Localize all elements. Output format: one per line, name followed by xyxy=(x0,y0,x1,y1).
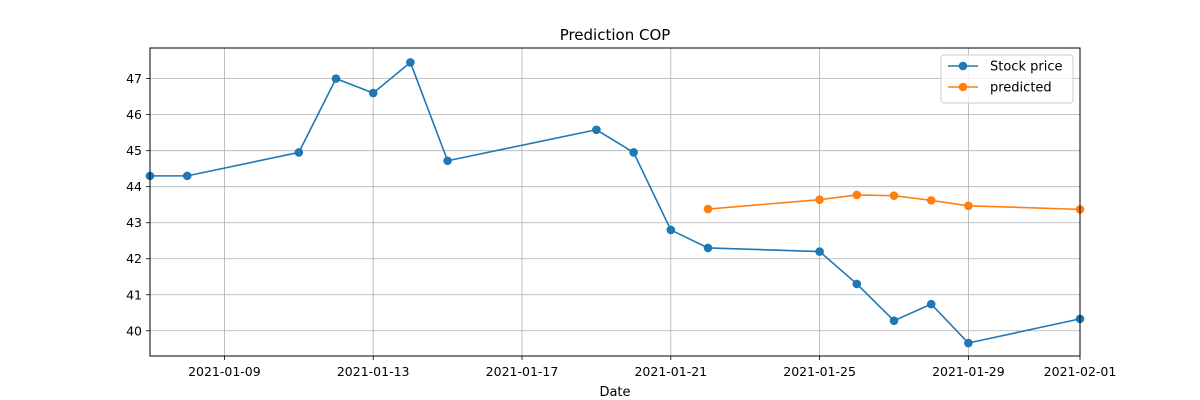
y-tick-label: 47 xyxy=(126,71,142,86)
data-point xyxy=(703,204,713,214)
y-tick-label: 40 xyxy=(126,323,142,338)
y-axis-ticks: 40 41 42 43 44 45 46 47 xyxy=(126,71,150,338)
x-tick-label: 2021-01-29 xyxy=(932,364,1005,379)
data-point xyxy=(852,279,862,289)
data-point xyxy=(294,148,304,157)
y-tick-label: 41 xyxy=(126,287,142,302)
y-tick-label: 44 xyxy=(126,179,142,194)
data-point xyxy=(629,148,638,157)
data-point xyxy=(852,190,862,200)
data-point xyxy=(815,195,824,204)
data-point xyxy=(406,58,415,67)
y-tick-label: 46 xyxy=(126,107,142,122)
data-point xyxy=(964,201,973,211)
x-axis-label: Date xyxy=(599,385,630,400)
legend-entry-label: predicted xyxy=(990,81,1052,96)
x-tick-label: 2021-01-17 xyxy=(486,364,559,379)
y-tick-label: 45 xyxy=(126,143,142,158)
x-tick-label: 2021-02-01 xyxy=(1044,364,1117,379)
chart-title: Prediction COP xyxy=(560,26,671,44)
legend-marker xyxy=(958,82,968,92)
x-tick-label: 2021-01-13 xyxy=(337,364,410,379)
x-tick-label: 2021-01-25 xyxy=(783,364,856,379)
data-point xyxy=(889,316,899,325)
data-point xyxy=(443,156,452,166)
series-layer xyxy=(145,58,1085,348)
series-line xyxy=(150,61,1081,344)
data-point xyxy=(592,125,601,135)
data-point xyxy=(926,196,936,205)
data-point xyxy=(182,171,192,181)
data-point xyxy=(666,225,676,235)
x-tick-label: 2021-01-21 xyxy=(634,364,707,379)
series-predicted xyxy=(703,190,1085,214)
y-tick-label: 43 xyxy=(126,215,142,230)
plot-area-frame xyxy=(149,47,1081,357)
data-point xyxy=(964,338,973,348)
data-point xyxy=(815,247,824,256)
legend: Stock price predicted xyxy=(940,54,1074,104)
data-point xyxy=(889,191,899,200)
data-point xyxy=(926,299,936,309)
series-stock-price xyxy=(145,58,1085,348)
legend-box xyxy=(940,54,1074,104)
legend-entry-label: Stock price xyxy=(990,60,1062,75)
x-axis-ticks: 2021-01-09 2021-01-13 2021-01-17 2021-01-21… xyxy=(188,356,1116,379)
data-point xyxy=(331,74,341,83)
x-tick-label: 2021-01-09 xyxy=(188,364,261,379)
legend-marker xyxy=(958,61,968,71)
data-point xyxy=(368,88,378,98)
data-point xyxy=(703,243,713,253)
y-tick-label: 42 xyxy=(126,251,142,266)
